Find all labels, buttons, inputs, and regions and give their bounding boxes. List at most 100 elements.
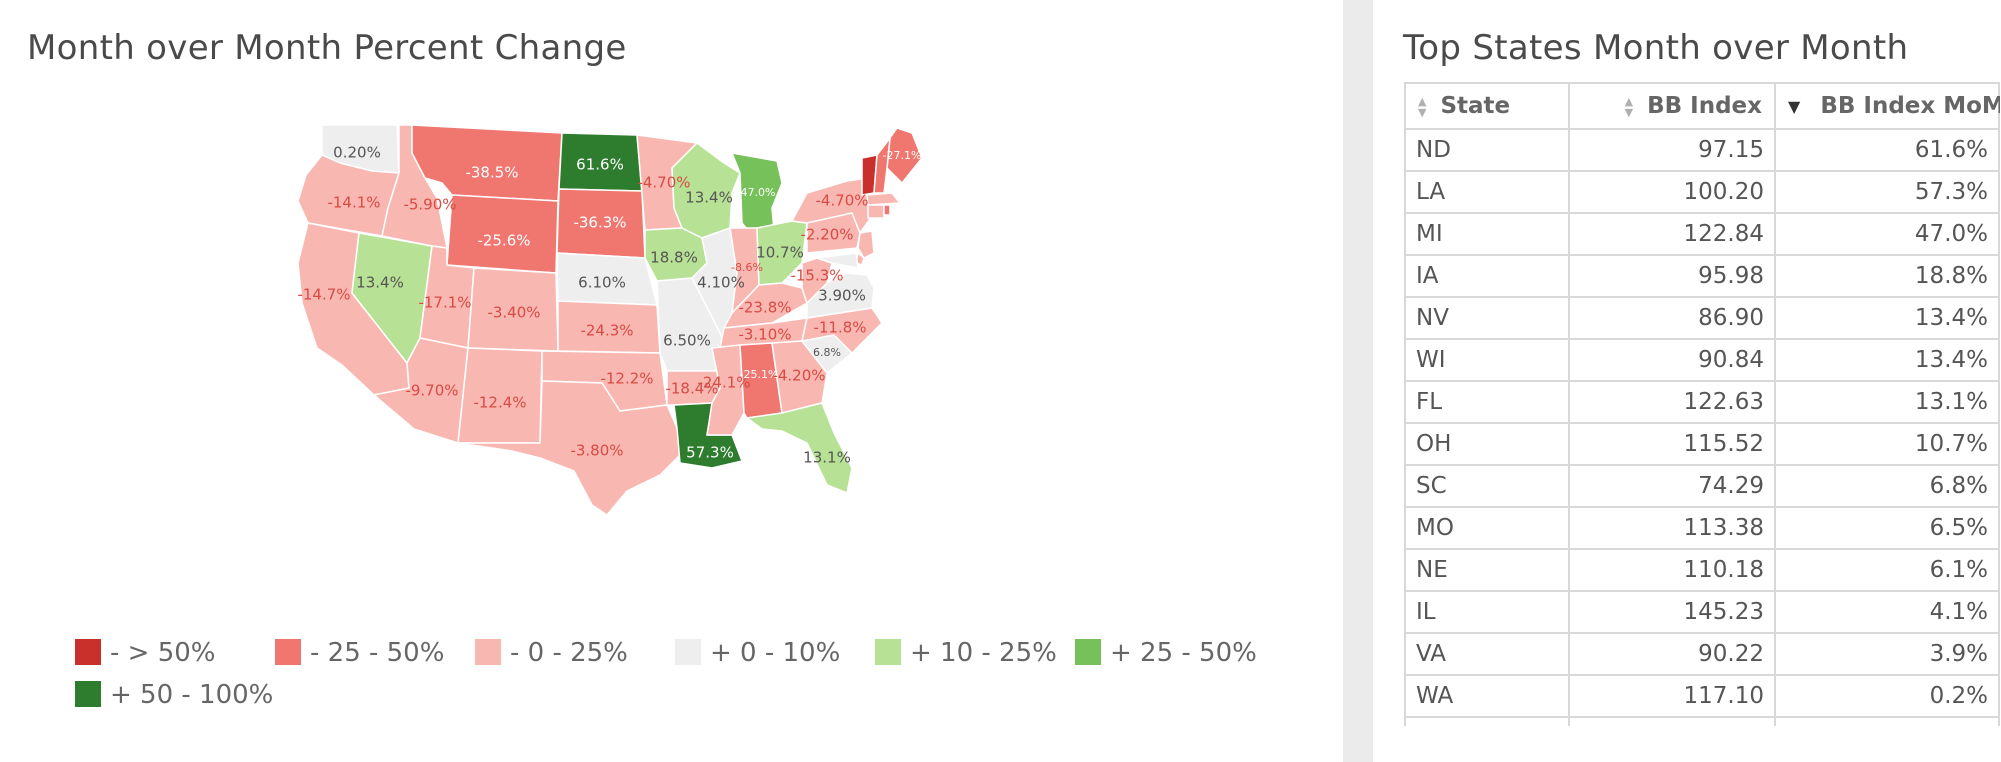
table-row[interactable]: MO 113.38 6.5%	[1404, 506, 2000, 550]
state-label-ms: -24.1%	[697, 374, 750, 392]
state-nh[interactable]	[873, 137, 891, 194]
table-row[interactable]: FL 122.63 13.1%	[1404, 380, 2000, 424]
cell-state: WA	[1404, 674, 1570, 718]
table-row[interactable]: WA 117.10 0.2%	[1404, 674, 2000, 718]
legend-item[interactable]: + 10 - 25%	[875, 638, 1057, 668]
legend-swatch	[675, 639, 701, 665]
state-label-mo: 6.50%	[663, 332, 711, 350]
cell-bb-index-mom: 13.1%	[1774, 380, 2000, 424]
table-scroll-area[interactable]: ▲▼ State ▲▼ BB Index ▼ BB Index MoM% ND97.1…	[1404, 82, 2000, 732]
table-row[interactable]: NE 110.18 6.1%	[1404, 548, 2000, 592]
state-label-ar: -18.4%	[665, 380, 718, 398]
state-md[interactable]	[816, 252, 859, 269]
state-label-az: -9.70%	[405, 382, 458, 400]
cell-bb-index: 86.90	[1568, 296, 1776, 340]
state-label-sc: 6.8%	[813, 346, 841, 359]
cell-state: ND	[1404, 128, 1570, 172]
column-header-bb-index[interactable]: ▲ ▼ BB Index	[1568, 82, 1776, 130]
state-ga[interactable]	[771, 340, 828, 414]
state-label-mn: -4.70%	[637, 174, 690, 192]
state-ma[interactable]	[866, 192, 901, 206]
legend-item[interactable]: - > 50%	[75, 638, 216, 668]
cell-bb-index: 113.38	[1568, 506, 1776, 550]
legend-swatch	[75, 681, 101, 707]
cell-bb-index-mom: 6.8%	[1774, 464, 2000, 508]
cell-bb-index: 97.15	[1568, 128, 1776, 172]
legend-item[interactable]: - 25 - 50%	[275, 638, 444, 668]
state-mi[interactable]	[731, 152, 783, 236]
cell-state: LA	[1404, 170, 1570, 214]
table-row[interactable]: LA 100.20 57.3%	[1404, 170, 2000, 214]
state-label-wv: -15.3%	[790, 267, 843, 285]
state-label-nc: -11.8%	[813, 319, 866, 337]
state-label-mt: -38.5%	[465, 164, 518, 182]
table-row[interactable]: NV 86.90 13.4%	[1404, 296, 2000, 340]
cell-bb-index-mom: 61.6%	[1774, 128, 2000, 172]
state-label-la: 57.3%	[686, 444, 734, 462]
state-label-ga: -4.20%	[772, 367, 825, 385]
cell-state: VA	[1404, 632, 1570, 676]
state-label-tn: -3.10%	[738, 326, 791, 344]
cell-bb-index: 122.63	[1568, 380, 1776, 424]
cell-bb-index: 100.20	[1568, 170, 1776, 214]
sort-desc-icon[interactable]: ▼	[1788, 97, 1801, 116]
legend-item[interactable]: + 25 - 50%	[1075, 638, 1257, 668]
state-label-ia: 18.8%	[650, 249, 698, 267]
legend-item[interactable]: + 50 - 100%	[75, 680, 273, 710]
state-ri[interactable]	[883, 204, 891, 216]
cell-state: MI	[1404, 212, 1570, 256]
table-title: Top States Month over Month	[1403, 28, 1909, 68]
state-label-ky: -23.8%	[738, 299, 791, 317]
state-label-ca: -14.7%	[297, 286, 350, 304]
cell-state: IL	[1404, 590, 1570, 634]
legend-label: + 10 - 25%	[910, 638, 1057, 668]
state-label-nv: 13.4%	[356, 274, 404, 292]
state-wi[interactable]	[671, 142, 741, 239]
table-row[interactable]: IA 95.98 18.8%	[1404, 254, 2000, 298]
table-row[interactable]: OH 115.52 10.7%	[1404, 422, 2000, 466]
state-tx[interactable]	[457, 380, 683, 516]
state-fl[interactable]	[746, 402, 853, 494]
panel-divider	[1343, 0, 1373, 762]
legend-item[interactable]: + 0 - 10%	[675, 638, 840, 668]
us-choropleth-map: 0.20% -14.1% -14.7% 13.4% -5.90% -38.5% -25.6%…	[297, 124, 923, 516]
cell-bb-index-mom: 18.8%	[1774, 254, 2000, 298]
state-label-or: -14.1%	[327, 194, 380, 212]
legend-item[interactable]: - 0 - 25%	[475, 638, 628, 668]
cell-state: MO	[1404, 506, 1570, 550]
legend-label: + 25 - 50%	[1110, 638, 1257, 668]
top-states-table: ▲▼ State ▲▼ BB Index ▼ BB Index MoM% ND97.1…	[1404, 82, 2000, 726]
cell-state: NE	[1404, 548, 1570, 592]
table-row[interactable]: IL 145.23 4.1%	[1404, 590, 2000, 634]
table-row-partial	[1404, 716, 2000, 726]
cell-empty	[1774, 716, 2000, 726]
cell-bb-index: 90.84	[1568, 338, 1776, 382]
table-row[interactable]: ND 97.15 61.6%	[1404, 128, 2000, 172]
table-row[interactable]: WI 90.84 13.4%	[1404, 338, 2000, 382]
state-nj[interactable]	[857, 230, 875, 259]
cell-bb-index-mom: 57.3%	[1774, 170, 2000, 214]
cell-bb-index: 117.10	[1568, 674, 1776, 718]
state-label-ne: 6.10%	[578, 274, 626, 292]
legend-label: - > 50%	[110, 638, 216, 668]
legend-label: - 0 - 25%	[510, 638, 628, 668]
state-label-co: -3.40%	[487, 304, 540, 322]
legend-swatch	[1075, 639, 1101, 665]
table-panel: Top States Month over Month ▲ ▼ State ▲ ▼ BB…	[1373, 0, 2001, 762]
column-header-bb-index-label: BB Index	[1647, 93, 1762, 119]
sort-icon[interactable]: ▲ ▼	[1418, 94, 1427, 119]
cell-bb-index-mom: 13.4%	[1774, 296, 2000, 340]
table-row[interactable]: VA 90.22 3.9%	[1404, 632, 2000, 676]
legend-swatch	[875, 639, 901, 665]
column-header-state[interactable]: ▲ ▼ State	[1404, 82, 1570, 130]
cell-bb-index: 74.29	[1568, 464, 1776, 508]
cell-bb-index-mom: 0.2%	[1774, 674, 2000, 718]
table-row[interactable]: SC 74.29 6.8%	[1404, 464, 2000, 508]
state-label-sd: -36.3%	[573, 214, 626, 232]
cell-bb-index-mom: 6.1%	[1774, 548, 2000, 592]
table-row[interactable]: MI 122.84 47.0%	[1404, 212, 2000, 256]
legend-swatch	[475, 639, 501, 665]
state-ct[interactable]	[867, 204, 885, 219]
column-header-bb-index-mom[interactable]: ▼ BB Index MoM%	[1774, 82, 2000, 130]
sort-icon[interactable]: ▲ ▼	[1624, 94, 1634, 119]
